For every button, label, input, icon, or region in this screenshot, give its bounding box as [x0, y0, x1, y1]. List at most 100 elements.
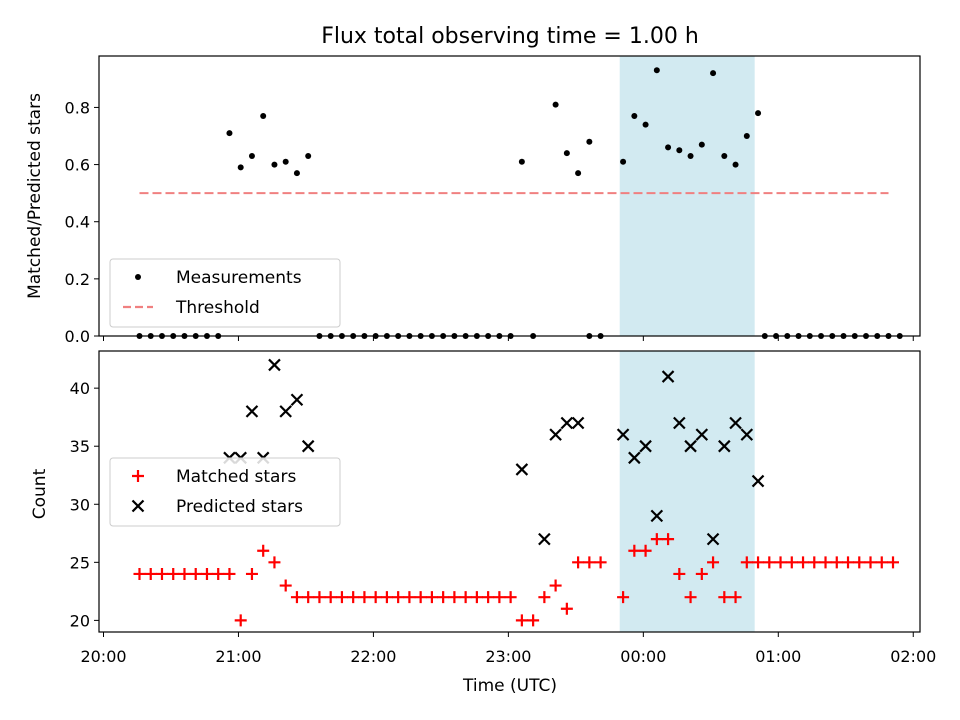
count-point [392, 591, 405, 604]
x-tick-label: 01:00 [755, 647, 801, 666]
count-legend [109, 457, 341, 527]
count-point [617, 591, 630, 604]
count-point [729, 591, 742, 604]
count-point [279, 405, 292, 418]
count-point [155, 567, 168, 580]
count-point [212, 567, 225, 580]
ratio-y-tick-label: 0.0 [65, 327, 90, 346]
count-point [673, 416, 686, 430]
count-point [144, 567, 157, 580]
ratio-legend [109, 258, 341, 328]
ratio-point [687, 153, 694, 159]
count-y-tick-label: 35 [70, 437, 90, 456]
count-point [482, 591, 495, 604]
count-point [661, 370, 675, 383]
count-y-tick-label: 40 [70, 379, 90, 398]
count-point [864, 556, 877, 569]
count-point [189, 567, 202, 580]
count-point [414, 591, 427, 604]
count-legend-label: Predicted stars [176, 497, 303, 517]
count-point [245, 405, 259, 418]
count-point [718, 439, 731, 453]
ratio-point [721, 153, 728, 159]
count-point [594, 556, 607, 569]
count-point [504, 591, 517, 604]
ratio-point [665, 144, 672, 151]
count-point [245, 567, 258, 580]
count-point [628, 544, 641, 557]
ratio-axes-frame [98, 55, 921, 337]
count-point [751, 474, 765, 488]
count-point [875, 556, 888, 569]
count-axes-frame [98, 350, 921, 633]
count-point [740, 428, 754, 441]
ratio-ylabel: Matched/Predicted stars [25, 93, 45, 299]
count-point [290, 393, 304, 407]
x-axis-label: Time (UTC) [462, 676, 557, 696]
ratio-panel: Matched/Predicted stars 0.0 0.2 0.4 0.6 0.8 M… [25, 55, 921, 346]
ratio-legend-marker [135, 274, 141, 280]
count-point [560, 602, 573, 615]
count-point [830, 556, 843, 569]
ratio-point [305, 153, 312, 159]
count-point [650, 509, 664, 523]
count-point [549, 428, 562, 441]
count-panel: Count 20 25 30 35 40 20:00 21:00 22:00 23:00 00:0… [30, 350, 936, 666]
count-point [774, 556, 787, 569]
count-legend-label: Matched stars [176, 467, 296, 487]
count-point [706, 532, 720, 546]
count-point [302, 591, 315, 604]
count-point [425, 591, 438, 604]
ratio-point [563, 150, 570, 157]
ratio-point [653, 67, 660, 74]
count-point [515, 614, 528, 627]
count-point [763, 556, 776, 569]
ratio-point [226, 130, 233, 137]
count-point [448, 591, 461, 604]
count-point [752, 556, 765, 569]
x-tick-label: 20:00 [80, 647, 126, 666]
ratio-point [575, 170, 582, 177]
count-y-tick-label: 25 [70, 553, 90, 572]
ratio-point [676, 147, 683, 154]
count-point [808, 556, 821, 569]
count-point [515, 463, 529, 476]
x-tick-label: 02:00 [890, 647, 936, 666]
ratio-point [710, 70, 717, 77]
ratio-point [260, 113, 267, 119]
count-y-tick-label: 30 [70, 495, 90, 514]
x-tick-label: 21:00 [215, 647, 261, 666]
count-point [234, 614, 247, 627]
count-point [616, 428, 630, 441]
count-point [560, 416, 574, 430]
count-point [684, 591, 697, 604]
count-point [583, 556, 596, 569]
count-point [729, 416, 742, 430]
count-point [662, 533, 675, 546]
count-point [853, 556, 866, 569]
ratio-legend-label: Threshold [175, 298, 260, 318]
ratio-point [620, 158, 627, 165]
chart-title: Flux total observing time = 1.00 h [321, 24, 699, 49]
count-point [797, 556, 810, 569]
count-point [358, 591, 371, 604]
x-tick-label: 23:00 [485, 647, 531, 666]
ratio-point [282, 158, 289, 165]
count-point [470, 591, 483, 604]
count-point [133, 567, 146, 580]
count-point [335, 591, 348, 604]
count-point [313, 591, 326, 604]
ratio-point [518, 158, 525, 165]
count-point [571, 416, 585, 430]
count-point [887, 556, 900, 569]
count-point [718, 591, 731, 604]
count-point [178, 567, 191, 580]
ratio-point [732, 161, 739, 168]
count-point [200, 567, 213, 580]
count-point [684, 439, 697, 453]
ratio-point [743, 133, 750, 139]
count-point [437, 591, 450, 604]
ratio-point [237, 164, 244, 171]
ratio-point [698, 141, 705, 148]
